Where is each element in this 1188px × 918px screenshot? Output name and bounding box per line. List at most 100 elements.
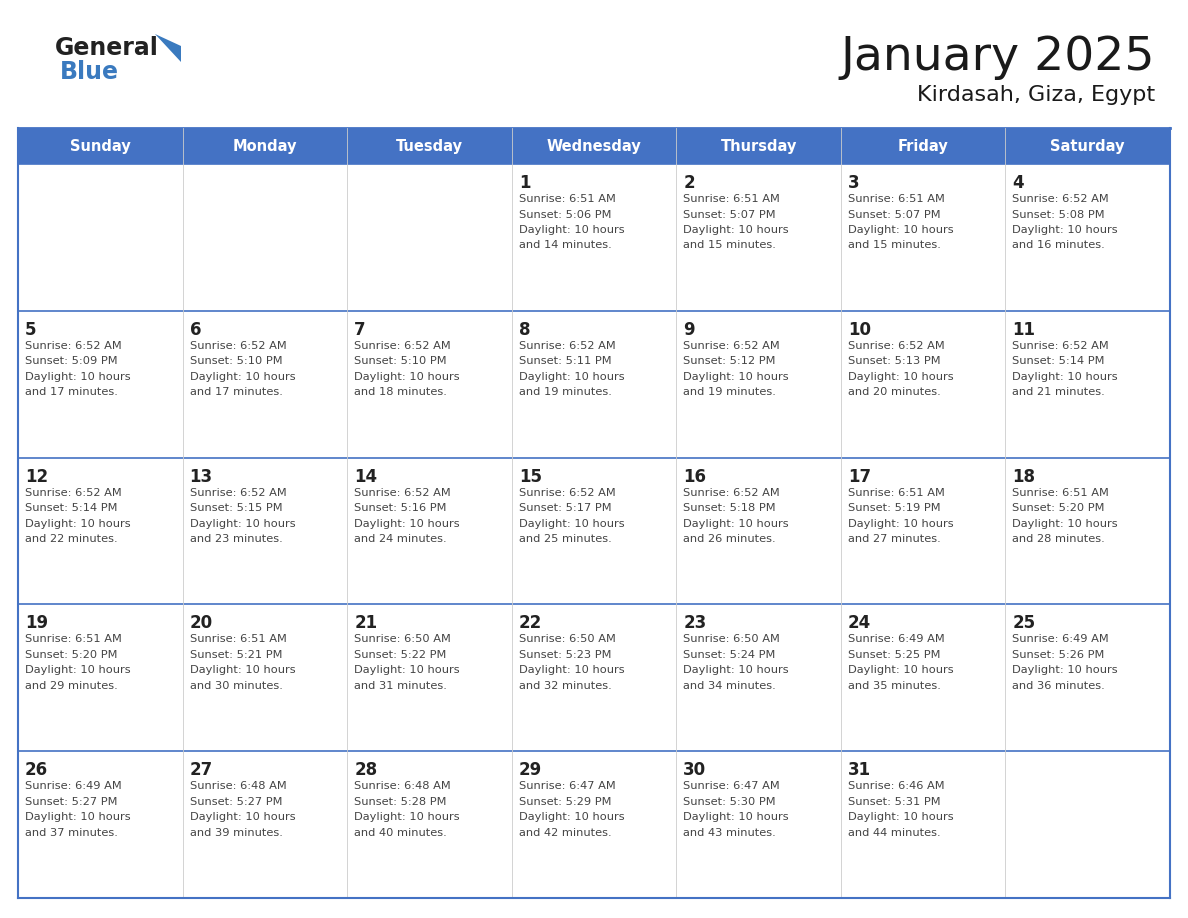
Bar bbox=[512, 311, 676, 457]
Text: 25: 25 bbox=[1012, 614, 1036, 633]
Text: and 16 minutes.: and 16 minutes. bbox=[1012, 241, 1105, 251]
Text: Sunset: 5:27 PM: Sunset: 5:27 PM bbox=[25, 797, 118, 807]
Text: 14: 14 bbox=[354, 467, 378, 486]
Text: and 19 minutes.: and 19 minutes. bbox=[519, 387, 612, 397]
Text: Sunset: 5:14 PM: Sunset: 5:14 PM bbox=[1012, 356, 1105, 366]
Text: and 19 minutes.: and 19 minutes. bbox=[683, 387, 776, 397]
Text: 2: 2 bbox=[683, 174, 695, 192]
Text: Sunrise: 6:46 AM: Sunrise: 6:46 AM bbox=[848, 781, 944, 791]
Bar bbox=[841, 128, 1005, 164]
Text: and 34 minutes.: and 34 minutes. bbox=[683, 681, 776, 691]
Text: Sunset: 5:23 PM: Sunset: 5:23 PM bbox=[519, 650, 611, 660]
Text: and 24 minutes.: and 24 minutes. bbox=[354, 534, 447, 544]
Text: Daylight: 10 hours: Daylight: 10 hours bbox=[25, 519, 131, 529]
Text: Sunrise: 6:47 AM: Sunrise: 6:47 AM bbox=[519, 781, 615, 791]
Bar bbox=[183, 751, 347, 898]
Text: 20: 20 bbox=[190, 614, 213, 633]
Bar bbox=[841, 751, 1005, 898]
Text: Daylight: 10 hours: Daylight: 10 hours bbox=[1012, 666, 1118, 676]
Bar bbox=[512, 604, 676, 751]
Bar bbox=[347, 311, 512, 457]
Bar bbox=[676, 128, 841, 164]
Text: Daylight: 10 hours: Daylight: 10 hours bbox=[190, 666, 295, 676]
Text: and 15 minutes.: and 15 minutes. bbox=[848, 241, 941, 251]
Text: Sunset: 5:12 PM: Sunset: 5:12 PM bbox=[683, 356, 776, 366]
Text: Sunset: 5:11 PM: Sunset: 5:11 PM bbox=[519, 356, 612, 366]
Text: Daylight: 10 hours: Daylight: 10 hours bbox=[354, 519, 460, 529]
Text: 6: 6 bbox=[190, 320, 201, 339]
Bar bbox=[1005, 457, 1170, 604]
Text: Sunrise: 6:48 AM: Sunrise: 6:48 AM bbox=[190, 781, 286, 791]
Bar bbox=[18, 128, 183, 164]
Text: Daylight: 10 hours: Daylight: 10 hours bbox=[519, 519, 625, 529]
Text: and 30 minutes.: and 30 minutes. bbox=[190, 681, 283, 691]
Text: 24: 24 bbox=[848, 614, 871, 633]
Text: 15: 15 bbox=[519, 467, 542, 486]
Text: and 21 minutes.: and 21 minutes. bbox=[1012, 387, 1105, 397]
Bar bbox=[18, 311, 183, 457]
Text: Sunset: 5:17 PM: Sunset: 5:17 PM bbox=[519, 503, 612, 513]
Text: Sunrise: 6:51 AM: Sunrise: 6:51 AM bbox=[848, 487, 944, 498]
Bar bbox=[841, 604, 1005, 751]
Text: Sunrise: 6:52 AM: Sunrise: 6:52 AM bbox=[519, 487, 615, 498]
Text: Sunday: Sunday bbox=[70, 139, 131, 153]
Bar bbox=[183, 128, 347, 164]
Text: Daylight: 10 hours: Daylight: 10 hours bbox=[683, 225, 789, 235]
Text: Daylight: 10 hours: Daylight: 10 hours bbox=[848, 519, 954, 529]
Text: Sunrise: 6:52 AM: Sunrise: 6:52 AM bbox=[683, 341, 781, 351]
Text: and 15 minutes.: and 15 minutes. bbox=[683, 241, 776, 251]
Text: and 23 minutes.: and 23 minutes. bbox=[190, 534, 283, 544]
Text: Daylight: 10 hours: Daylight: 10 hours bbox=[1012, 225, 1118, 235]
Text: 13: 13 bbox=[190, 467, 213, 486]
Bar bbox=[183, 604, 347, 751]
Text: Sunset: 5:29 PM: Sunset: 5:29 PM bbox=[519, 797, 611, 807]
Bar bbox=[347, 457, 512, 604]
Text: Sunrise: 6:51 AM: Sunrise: 6:51 AM bbox=[848, 194, 944, 204]
Text: Sunset: 5:27 PM: Sunset: 5:27 PM bbox=[190, 797, 282, 807]
Text: Friday: Friday bbox=[898, 139, 948, 153]
Text: Daylight: 10 hours: Daylight: 10 hours bbox=[190, 372, 295, 382]
Text: Daylight: 10 hours: Daylight: 10 hours bbox=[25, 666, 131, 676]
Text: Sunrise: 6:49 AM: Sunrise: 6:49 AM bbox=[25, 781, 121, 791]
Text: 27: 27 bbox=[190, 761, 213, 779]
Text: Daylight: 10 hours: Daylight: 10 hours bbox=[683, 812, 789, 823]
Text: and 32 minutes.: and 32 minutes. bbox=[519, 681, 612, 691]
Bar bbox=[512, 164, 676, 311]
Text: Daylight: 10 hours: Daylight: 10 hours bbox=[25, 372, 131, 382]
Text: and 36 minutes.: and 36 minutes. bbox=[1012, 681, 1105, 691]
Text: Daylight: 10 hours: Daylight: 10 hours bbox=[1012, 519, 1118, 529]
Text: Sunset: 5:25 PM: Sunset: 5:25 PM bbox=[848, 650, 941, 660]
Text: and 14 minutes.: and 14 minutes. bbox=[519, 241, 612, 251]
Text: Sunset: 5:13 PM: Sunset: 5:13 PM bbox=[848, 356, 941, 366]
Text: 28: 28 bbox=[354, 761, 378, 779]
Text: 8: 8 bbox=[519, 320, 530, 339]
Bar bbox=[183, 164, 347, 311]
Text: Sunset: 5:07 PM: Sunset: 5:07 PM bbox=[683, 209, 776, 219]
Text: Daylight: 10 hours: Daylight: 10 hours bbox=[519, 225, 625, 235]
Bar bbox=[841, 164, 1005, 311]
Bar bbox=[18, 751, 183, 898]
Text: Daylight: 10 hours: Daylight: 10 hours bbox=[848, 666, 954, 676]
Text: and 22 minutes.: and 22 minutes. bbox=[25, 534, 118, 544]
Bar bbox=[183, 457, 347, 604]
Text: Daylight: 10 hours: Daylight: 10 hours bbox=[848, 225, 954, 235]
Text: and 43 minutes.: and 43 minutes. bbox=[683, 828, 776, 838]
Text: Kirdasah, Giza, Egypt: Kirdasah, Giza, Egypt bbox=[917, 85, 1155, 105]
Bar bbox=[347, 164, 512, 311]
Text: Sunrise: 6:52 AM: Sunrise: 6:52 AM bbox=[190, 487, 286, 498]
Text: Sunset: 5:24 PM: Sunset: 5:24 PM bbox=[683, 650, 776, 660]
Text: Daylight: 10 hours: Daylight: 10 hours bbox=[519, 666, 625, 676]
Text: Sunrise: 6:51 AM: Sunrise: 6:51 AM bbox=[683, 194, 781, 204]
Text: 31: 31 bbox=[848, 761, 871, 779]
Text: and 28 minutes.: and 28 minutes. bbox=[1012, 534, 1105, 544]
Text: Sunset: 5:19 PM: Sunset: 5:19 PM bbox=[848, 503, 941, 513]
Text: 26: 26 bbox=[25, 761, 49, 779]
Text: January 2025: January 2025 bbox=[840, 36, 1155, 81]
Text: Sunrise: 6:52 AM: Sunrise: 6:52 AM bbox=[354, 487, 451, 498]
Text: 23: 23 bbox=[683, 614, 707, 633]
Text: 16: 16 bbox=[683, 467, 707, 486]
Text: 12: 12 bbox=[25, 467, 49, 486]
Text: Sunrise: 6:52 AM: Sunrise: 6:52 AM bbox=[25, 341, 121, 351]
Text: Sunrise: 6:52 AM: Sunrise: 6:52 AM bbox=[354, 341, 451, 351]
Text: Sunset: 5:18 PM: Sunset: 5:18 PM bbox=[683, 503, 776, 513]
